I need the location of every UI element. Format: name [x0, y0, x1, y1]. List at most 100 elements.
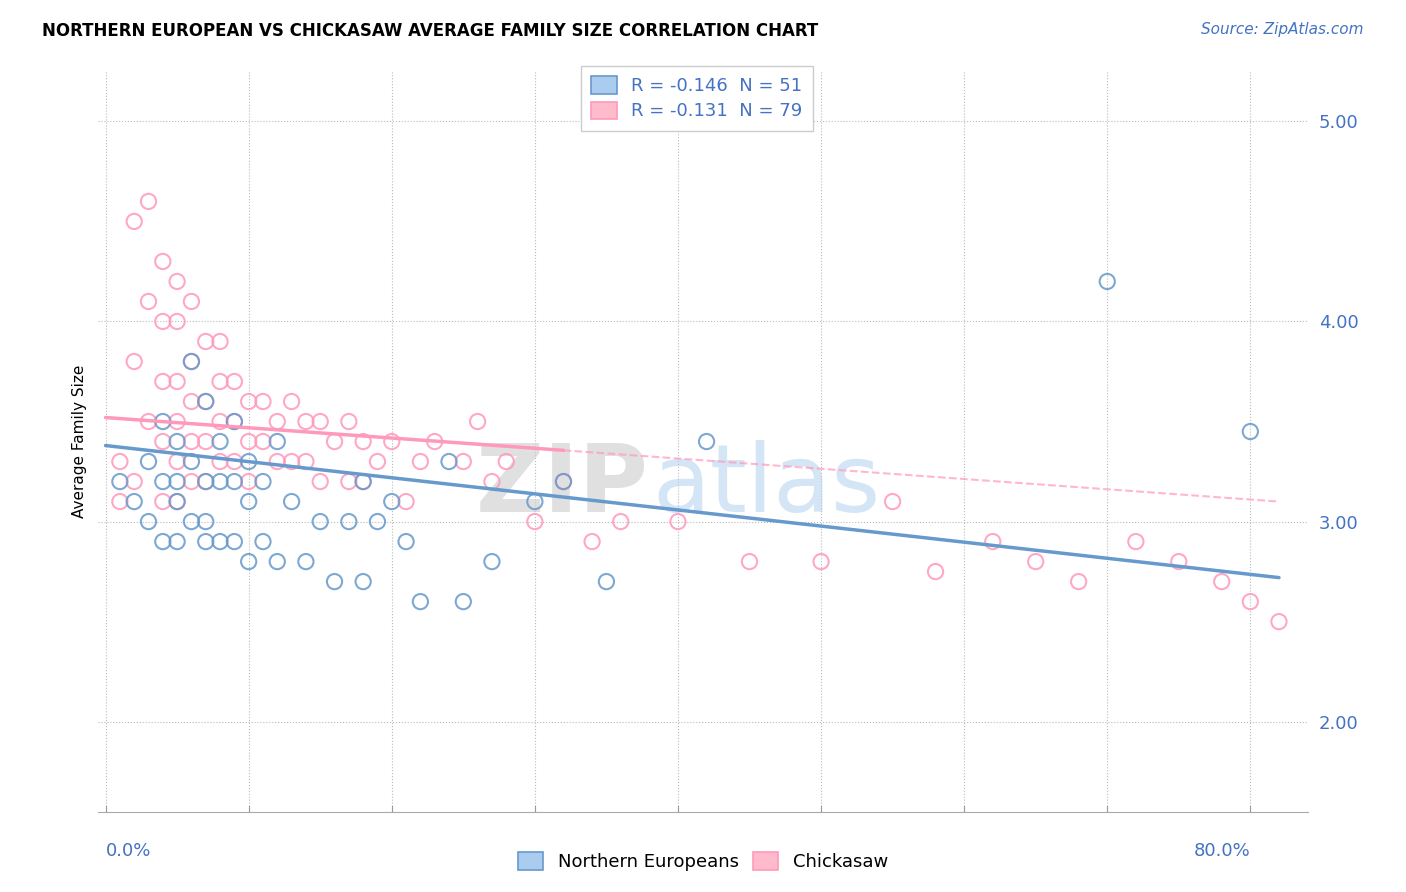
Point — [453, 594, 475, 608]
Point — [122, 354, 145, 368]
Point — [108, 494, 131, 508]
Point — [166, 375, 188, 389]
Point — [166, 415, 188, 429]
Point — [1097, 275, 1119, 289]
Point — [194, 394, 217, 409]
Point — [252, 434, 274, 449]
Point — [366, 515, 388, 529]
Point — [1025, 555, 1047, 569]
Point — [152, 415, 174, 429]
Point — [209, 534, 232, 549]
Point — [166, 534, 188, 549]
Point — [152, 254, 174, 268]
Point — [352, 574, 374, 589]
Text: atlas: atlas — [652, 440, 880, 532]
Point — [122, 494, 145, 508]
Point — [180, 434, 202, 449]
Point — [337, 415, 360, 429]
Point — [122, 475, 145, 489]
Point — [166, 275, 188, 289]
Point — [581, 534, 603, 549]
Point — [209, 375, 232, 389]
Point — [224, 534, 246, 549]
Point — [696, 434, 718, 449]
Text: ZIP: ZIP — [475, 440, 648, 532]
Point — [166, 314, 188, 328]
Point — [224, 475, 246, 489]
Point — [194, 534, 217, 549]
Point — [180, 454, 202, 468]
Point — [252, 475, 274, 489]
Point — [924, 565, 946, 579]
Point — [481, 555, 503, 569]
Point — [323, 574, 346, 589]
Point — [523, 494, 546, 508]
Point — [1125, 534, 1147, 549]
Point — [309, 415, 332, 429]
Point — [194, 434, 217, 449]
Point — [366, 454, 388, 468]
Point — [295, 415, 318, 429]
Point — [209, 434, 232, 449]
Point — [194, 475, 217, 489]
Point — [194, 475, 217, 489]
Point — [352, 475, 374, 489]
Point — [981, 534, 1004, 549]
Point — [295, 555, 318, 569]
Point — [152, 375, 174, 389]
Point — [381, 494, 404, 508]
Text: NORTHERN EUROPEAN VS CHICKASAW AVERAGE FAMILY SIZE CORRELATION CHART: NORTHERN EUROPEAN VS CHICKASAW AVERAGE F… — [42, 22, 818, 40]
Point — [209, 475, 232, 489]
Point — [1167, 555, 1189, 569]
Point — [266, 555, 288, 569]
Point — [309, 515, 332, 529]
Point — [553, 475, 575, 489]
Point — [666, 515, 689, 529]
Point — [266, 434, 288, 449]
Point — [152, 314, 174, 328]
Legend: Northern Europeans, Chickasaw: Northern Europeans, Chickasaw — [510, 846, 896, 879]
Point — [180, 515, 202, 529]
Point — [252, 394, 274, 409]
Point — [381, 434, 404, 449]
Point — [138, 415, 160, 429]
Point — [152, 434, 174, 449]
Point — [409, 594, 432, 608]
Point — [238, 494, 260, 508]
Point — [224, 375, 246, 389]
Point — [166, 454, 188, 468]
Point — [180, 354, 202, 368]
Point — [152, 475, 174, 489]
Point — [166, 475, 188, 489]
Point — [166, 494, 188, 508]
Point — [252, 534, 274, 549]
Point — [595, 574, 617, 589]
Point — [309, 475, 332, 489]
Point — [180, 394, 202, 409]
Point — [138, 515, 160, 529]
Point — [209, 454, 232, 468]
Point — [152, 494, 174, 508]
Point — [437, 454, 460, 468]
Point — [194, 515, 217, 529]
Point — [108, 454, 131, 468]
Point — [180, 294, 202, 309]
Point — [224, 415, 246, 429]
Point — [224, 415, 246, 429]
Point — [194, 394, 217, 409]
Point — [180, 475, 202, 489]
Point — [810, 555, 832, 569]
Point — [266, 454, 288, 468]
Point — [238, 555, 260, 569]
Point — [495, 454, 517, 468]
Point — [122, 214, 145, 228]
Point — [194, 334, 217, 349]
Point — [395, 534, 418, 549]
Text: 80.0%: 80.0% — [1194, 842, 1250, 860]
Point — [337, 515, 360, 529]
Point — [166, 494, 188, 508]
Point — [266, 415, 288, 429]
Point — [280, 494, 302, 508]
Text: Source: ZipAtlas.com: Source: ZipAtlas.com — [1201, 22, 1364, 37]
Y-axis label: Average Family Size: Average Family Size — [72, 365, 87, 518]
